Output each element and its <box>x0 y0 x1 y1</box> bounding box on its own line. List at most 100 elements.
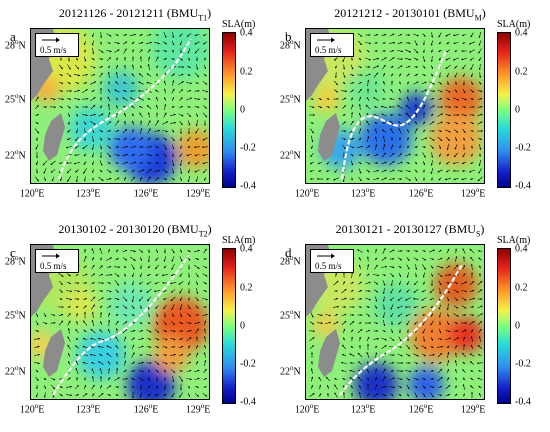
velocity-vector-head <box>438 42 441 45</box>
velocity-vector-head <box>368 58 371 61</box>
velocity-vector-head <box>351 67 354 70</box>
velocity-vector-head <box>182 66 185 69</box>
velocity-vector-head <box>37 330 39 332</box>
velocity-vector-head <box>376 72 379 75</box>
velocity-vector-head <box>340 361 343 364</box>
velocity-vector-head <box>116 258 119 260</box>
velocity-vector-head <box>447 322 450 325</box>
velocity-vector-head <box>100 170 103 173</box>
velocity-vector-head <box>150 41 153 44</box>
velocity-vector-head <box>189 337 192 340</box>
velocity-vector-head <box>172 147 175 150</box>
velocity-vector-head <box>359 290 362 292</box>
velocity-vector-head <box>438 307 441 310</box>
x-tick-label: 120oE <box>20 186 45 199</box>
velocity-vector-head <box>91 147 94 150</box>
velocity-vector-head <box>172 97 174 100</box>
velocity-vector-head <box>117 283 119 286</box>
velocity-vector-head <box>91 163 94 166</box>
velocity-vector-head <box>36 179 39 182</box>
velocity-vector-head <box>425 137 428 140</box>
velocity-vector-head <box>36 370 39 373</box>
degree-mark: o <box>200 186 205 194</box>
velocity-vector-head <box>173 338 176 341</box>
velocity-vector-head <box>132 154 135 156</box>
velocity-vector-head <box>478 385 481 388</box>
velocity-vector-head <box>358 112 361 115</box>
velocity-vector-head <box>399 73 402 76</box>
velocity-vector-head <box>108 312 111 315</box>
velocity-vector-head <box>36 138 38 141</box>
velocity-vector-head <box>369 298 372 301</box>
velocity-vector-head <box>202 154 205 157</box>
velocity-vector-head <box>125 41 128 44</box>
tick-degree: 22 <box>5 366 15 378</box>
velocity-vector-head <box>194 51 197 54</box>
velocity-vector-head <box>447 248 450 251</box>
velocity-vector-head <box>100 81 102 83</box>
velocity-vector-head <box>462 67 465 70</box>
velocity-vector-head <box>413 297 415 300</box>
velocity-vector-head <box>377 274 380 277</box>
map-panel-d: 20130121 - 20130127 (BMUS) 0.5 m/s d 28oN 25… <box>275 216 550 432</box>
velocity-vector-head <box>163 290 166 292</box>
velocity-vector-head <box>375 352 378 355</box>
velocity-vector-head <box>132 267 135 270</box>
velocity-vector-head <box>359 281 362 284</box>
panel-title-close: ) <box>207 6 212 20</box>
tick-degree: 129 <box>185 404 201 416</box>
velocity-vector-head <box>124 177 126 180</box>
velocity-vector-head <box>342 59 345 62</box>
velocity-vector-head <box>445 34 448 37</box>
velocity-vector-head <box>376 337 379 340</box>
velocity-vector-head <box>100 376 102 378</box>
kuroshio-axis-track <box>52 254 190 396</box>
velocity-vector-head <box>479 82 482 85</box>
velocity-vector-head <box>181 105 184 108</box>
velocity-vector-head <box>429 291 432 294</box>
velocity-vector-head <box>139 395 142 398</box>
velocity-vector-head <box>335 290 338 292</box>
velocity-vector-head <box>90 353 92 356</box>
velocity-vector-head <box>124 282 126 285</box>
velocity-vector-head <box>407 129 409 131</box>
velocity-vector-head <box>90 337 93 340</box>
degree-mark: o <box>423 402 428 410</box>
velocity-vector-head <box>360 145 363 148</box>
velocity-vector-head <box>155 104 158 107</box>
x-tick-label: 129oE <box>186 402 211 415</box>
velocity-vector-head <box>204 377 207 380</box>
degree-mark: o <box>15 92 19 100</box>
velocity-vector-head <box>431 362 434 364</box>
velocity-vector-head <box>415 362 418 365</box>
velocity-vector-head <box>100 97 102 99</box>
velocity-vector-head <box>76 274 79 276</box>
velocity-vector-head <box>62 98 64 101</box>
velocity-vector-head <box>116 112 119 115</box>
colorbar-title: SLA(m) <box>222 235 256 246</box>
velocity-vector-head <box>344 288 347 291</box>
velocity-vector-head <box>407 330 409 333</box>
velocity-vector-head <box>124 394 127 397</box>
velocity-vector-head <box>164 315 166 318</box>
colorbar <box>497 32 511 188</box>
velocity-vector-head <box>440 98 442 100</box>
velocity-vector-head <box>447 314 449 317</box>
y-tick-label: 22oN <box>280 364 301 377</box>
velocity-vector-head <box>432 82 435 85</box>
velocity-vector-head <box>424 89 427 92</box>
velocity-vector-head <box>318 376 321 379</box>
velocity-vector-head <box>188 58 190 61</box>
velocity-vector-head <box>334 384 337 387</box>
velocity-vector-head <box>424 81 427 84</box>
velocity-vector-head <box>439 154 441 157</box>
velocity-vector-head <box>83 320 85 323</box>
velocity-vector-head <box>422 331 425 334</box>
velocity-vector-head <box>203 50 206 53</box>
tick-hemisphere: E <box>369 404 376 416</box>
velocity-vector-head <box>125 299 128 302</box>
tick-hemisphere: N <box>293 150 301 162</box>
velocity-vector-head <box>416 81 419 84</box>
velocity-vector-head <box>189 322 192 325</box>
velocity-vector-head <box>440 274 443 277</box>
